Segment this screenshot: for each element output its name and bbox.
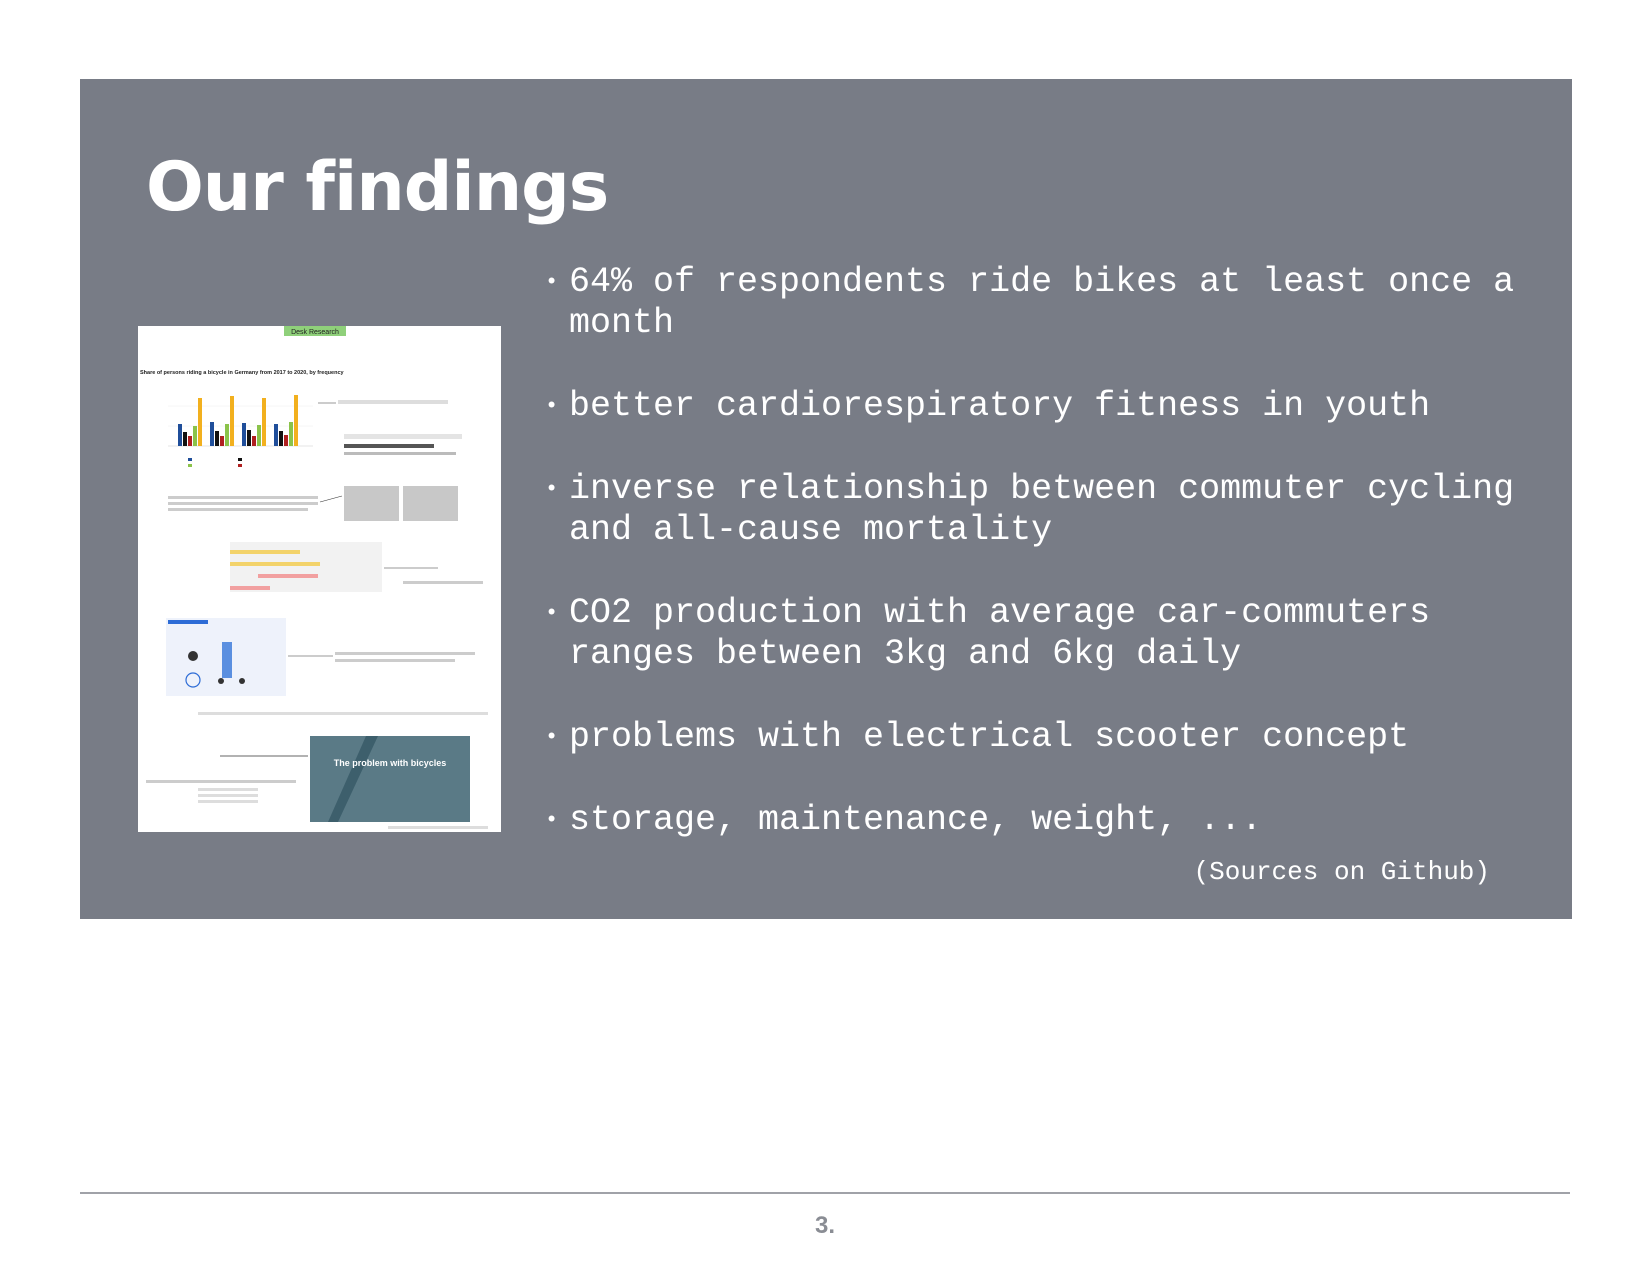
- footer-divider: [80, 1192, 1570, 1194]
- thumb-bar-chart: [168, 395, 313, 467]
- slide-panel: Our findings Desk Research Share of pers…: [80, 79, 1572, 919]
- finding-item: CO2 production with average car-commuter…: [543, 593, 1543, 675]
- slide-title: Our findings: [146, 148, 609, 227]
- page-number: 3.: [814, 1212, 835, 1239]
- finding-item: better cardiorespiratory fitness in yout…: [543, 386, 1543, 427]
- findings-list: 64% of respondents ride bikes at least o…: [543, 262, 1543, 883]
- thumb-chart-title: Share of persons riding a bicycle in Ger…: [140, 370, 345, 376]
- thumb-video-title: The problem with bicycles: [334, 758, 447, 768]
- desk-research-thumbnail: Desk Research Share of persons riding a …: [138, 326, 501, 832]
- thumb-header-label: Desk Research: [291, 329, 339, 336]
- finding-item: storage, maintenance, weight, ...: [543, 800, 1543, 841]
- sources-note: (Sources on Github): [1193, 857, 1490, 887]
- finding-item: 64% of respondents ride bikes at least o…: [543, 262, 1543, 344]
- finding-item: problems with electrical scooter concept: [543, 717, 1543, 758]
- finding-item: inverse relationship between commuter cy…: [543, 469, 1543, 551]
